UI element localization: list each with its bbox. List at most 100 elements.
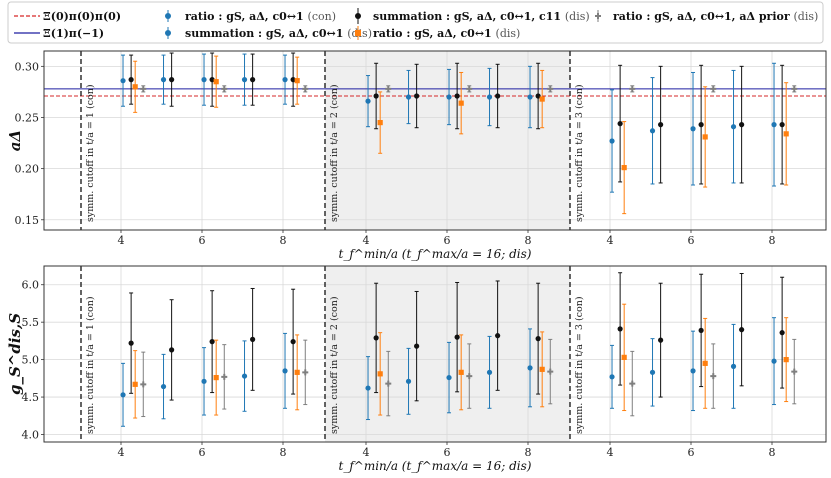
legend-entry-sum11: summation : gS, aΔ, c0↔1, c11 (dis) (373, 10, 590, 23)
x-tick-label: 6 (688, 446, 695, 459)
point-ratio_dis (294, 369, 300, 375)
point-sum11_dis (290, 339, 296, 345)
x-tick-label: 4 (363, 234, 370, 247)
point-ratio_prior (791, 85, 798, 92)
point-sum_dis (160, 383, 167, 390)
cutoff-annotation: symm. cutoff in t/a = 1 (con) (85, 84, 96, 222)
legend-swatch-ratio-dis (355, 30, 361, 36)
plot-frame (43, 50, 827, 231)
y-tick-label: 4.5 (22, 391, 40, 404)
point-ratio_dis (702, 360, 708, 366)
y-tick-label: 6.0 (22, 279, 40, 292)
x-tick-label: 8 (280, 446, 287, 459)
point-sum11_dis (698, 122, 704, 128)
point-sum11_dis (169, 347, 175, 353)
y-axis-label: aΔ (6, 130, 24, 151)
point-sum11_dis (169, 77, 175, 83)
panel-bottom: 4.0 4.5 5.0 5.5 6.0 4 6 8 4 6 8 4 6 8 symm. cutoff in … (6, 265, 827, 473)
legend-label-xi00: Ξ(0)π(0)π(0) (43, 10, 121, 23)
legend-entry-sum-dis: summation : gS, aΔ, c0↔1 (dis) (185, 27, 372, 40)
x-tick-label: 8 (280, 234, 287, 247)
y-tick-label: 5.5 (22, 316, 40, 329)
legend-entry-prior: ratio : gS, aΔ, c0↔1, aΔ prior (dis) (613, 10, 818, 23)
point-ratio_dis (213, 79, 219, 85)
point-sum11_dis (779, 122, 785, 128)
point-sum_dis (446, 374, 452, 381)
y-tick-label: 0.25 (15, 111, 40, 124)
point-ratio_dis (377, 371, 383, 377)
point-sum_dis (486, 94, 493, 100)
point-ratio_prior (547, 368, 554, 375)
point-sum11_dis (414, 343, 420, 349)
point-sum11_dis (658, 122, 664, 128)
legend: Ξ(0)π(0)π(0) Ξ(1)π(−1) ratio : gS, aΔ, c… (7, 1, 824, 44)
legend-swatch-sum11 (355, 13, 361, 19)
point-sum11_dis (454, 334, 460, 340)
legend-entry-ratio-con: ratio : gS, aΔ, c0↔1 (con) (185, 10, 336, 23)
point-ratio_dis (539, 96, 545, 102)
legend-swatch-sum-dis (165, 30, 171, 36)
point-ratio_prior (140, 85, 147, 92)
point-sum11_dis (535, 93, 541, 99)
point-ratio_prior (302, 369, 309, 376)
x-tick-label: 6 (444, 234, 451, 247)
x-tick-label: 4 (118, 234, 125, 247)
legend-swatch-ratio-con (165, 13, 171, 19)
point-ratio_dis (213, 374, 219, 381)
point-sum_dis (771, 122, 777, 128)
point-sum_dis (405, 94, 412, 100)
point-sum_dis (241, 373, 248, 379)
point-sum_dis (527, 94, 533, 100)
point-ratio_prior (466, 85, 473, 92)
x-axis-label: t_f^min/a (t_f^max/a = 16; dis) (339, 459, 532, 473)
point-ratio_prior (221, 373, 228, 380)
point-sum11_dis (250, 77, 256, 83)
y-tick-label: 0.15 (15, 214, 40, 227)
legend-swatch-prior (595, 13, 601, 19)
point-ratio_dis (702, 134, 708, 140)
x-tick-label: 4 (363, 446, 370, 459)
point-sum_dis (730, 124, 737, 130)
legend-label-ratio-con: ratio : gS, aΔ, c0↔1 (185, 10, 304, 23)
x-tick-label: 4 (607, 234, 614, 247)
legend-box (7, 1, 824, 44)
point-sum11_dis (698, 327, 704, 334)
point-sum_dis (649, 128, 656, 134)
cutoff-annotation: symm. cutoff in t/a = 2 (con) (329, 84, 340, 222)
point-sum_dis (160, 77, 167, 83)
point-sum_dis (120, 392, 126, 398)
point-sum11_dis (454, 93, 460, 99)
point-sum11_dis (617, 326, 623, 332)
cutoff-annotation: symm. cutoff in t/a = 3 (con) (574, 296, 585, 434)
point-sum11_dis (739, 122, 745, 128)
x-tick-label: 4 (118, 446, 125, 459)
point-sum11_dis (373, 335, 379, 341)
legend-label-sum-dis: summation : gS, aΔ, c0↔1 (185, 27, 343, 40)
point-sum_dis (649, 369, 656, 375)
legend-suffix-prior: (dis) (793, 10, 818, 23)
point-sum_dis (690, 126, 696, 132)
legend-label-ratio-dis: ratio : gS, aΔ, c0↔1 (373, 27, 492, 40)
point-sum11_dis (373, 93, 379, 99)
point-ratio_prior (629, 85, 636, 92)
point-sum11_dis (495, 333, 501, 339)
point-sum11_dis (658, 337, 664, 343)
cutoff-annotation: symm. cutoff in t/a = 3 (con) (574, 84, 585, 222)
point-sum11_dis (617, 121, 623, 127)
point-sum_dis (282, 368, 288, 374)
point-sum_dis (120, 78, 126, 84)
x-tick-label: 6 (688, 234, 695, 247)
point-sum_dis (241, 77, 248, 83)
point-ratio_dis (621, 354, 627, 360)
y-tick-label: 4.0 (22, 429, 40, 442)
x-tick-label: 8 (769, 446, 776, 459)
point-ratio_dis (539, 366, 545, 372)
y-tick-label: 0.20 (15, 163, 40, 176)
point-ratio_dis (458, 369, 464, 375)
point-sum11_dis (209, 339, 215, 345)
legend-suffix-ratio-con: (con) (308, 10, 336, 23)
point-sum_dis (609, 138, 615, 144)
point-ratio_dis (783, 131, 789, 137)
x-tick-label: 8 (525, 446, 532, 459)
point-sum11_dis (535, 336, 541, 342)
